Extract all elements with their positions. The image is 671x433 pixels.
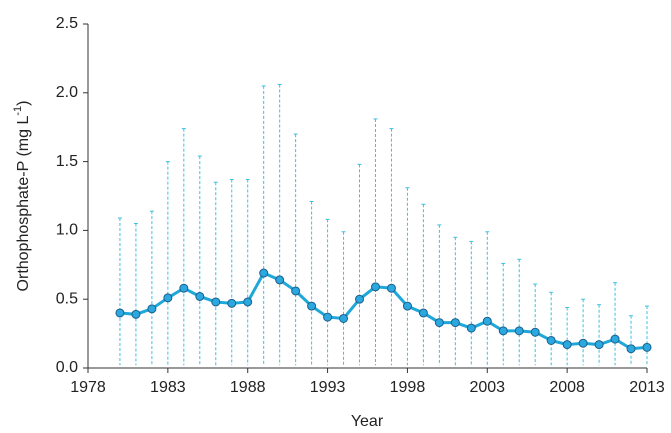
marker: [402, 301, 412, 311]
marker: [466, 323, 476, 333]
marker: [131, 309, 141, 319]
marker: [626, 344, 636, 354]
marker: [434, 318, 444, 328]
y-tick-label: 2.5: [56, 15, 78, 32]
marker: [418, 308, 428, 318]
marker: [562, 340, 572, 350]
marker: [115, 308, 125, 318]
y-axis-label-superscript: -1: [12, 106, 24, 116]
marker: [450, 318, 460, 328]
marker: [530, 327, 540, 337]
marker: [147, 304, 157, 314]
line: [119, 271, 648, 351]
y-tick-label: 1.0: [56, 222, 78, 239]
x-axis-label: Year: [351, 413, 384, 430]
marker: [546, 335, 556, 345]
marker: [291, 286, 301, 296]
y-tick-label: 1.5: [56, 153, 78, 170]
marker: [514, 326, 524, 336]
x-tick-label: 1993: [310, 379, 346, 396]
marker: [179, 283, 189, 293]
marker: [578, 338, 588, 348]
x-tick-label: 2013: [629, 379, 665, 396]
marker: [498, 326, 508, 336]
marker: [275, 275, 285, 285]
y-tick-label: 0.0: [56, 359, 78, 376]
x-tick-label: 1988: [230, 379, 266, 396]
y-axis-label: Orthophosphate-P (mg L-1): [12, 101, 32, 292]
marker: [195, 291, 205, 301]
marker: [163, 293, 173, 303]
marker: [339, 313, 349, 323]
marker: [323, 312, 333, 322]
marker: [243, 297, 253, 307]
marker: [594, 340, 604, 350]
marker: [259, 268, 269, 278]
marker: [642, 342, 652, 352]
marker: [227, 298, 237, 308]
x-tick-label: 1998: [390, 379, 426, 396]
x-tick-label: 2003: [469, 379, 505, 396]
x-tick-label: 1978: [70, 379, 106, 396]
marker: [370, 282, 380, 292]
y-axis-label-text: Orthophosphate-P (mg L: [15, 116, 32, 292]
marker: [355, 294, 365, 304]
marker: [482, 316, 492, 326]
y-axis-label-suffix: ): [15, 101, 32, 106]
x-tick-label: 1983: [150, 379, 186, 396]
marker: [386, 283, 396, 293]
marker: [610, 334, 620, 344]
x-tick-label: 2008: [549, 379, 585, 396]
y-tick-label: 2.0: [56, 84, 78, 101]
y-tick-label: 0.5: [56, 290, 78, 307]
marker: [211, 297, 221, 307]
marker: [307, 301, 317, 311]
